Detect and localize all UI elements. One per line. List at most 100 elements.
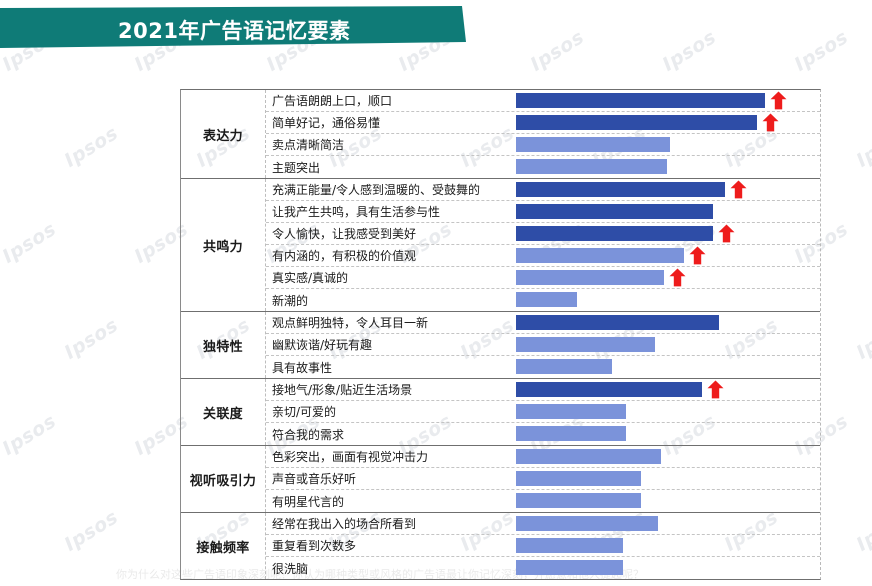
attributes-table: 表达力 广告语朗朗上口，顺口 简单好记，通俗易懂 卖点清晰简洁主题突出 共鸣力 充满正能量… <box>180 89 821 580</box>
bar-cell <box>516 90 820 112</box>
attribute-label: 令人愉快，让我感受到美好 <box>272 227 417 241</box>
bar-light <box>516 560 623 575</box>
watermark-text: Ipsos <box>0 218 61 268</box>
bar-cell <box>516 423 820 445</box>
attribute-label: 接地气/形象/贴近生活场景 <box>272 383 413 397</box>
watermark-text: Ipsos <box>852 122 872 172</box>
table-row: 接地气/形象/贴近生活场景 <box>266 379 820 401</box>
table-row: 让我产生共鸣，具有生活参与性 <box>266 201 820 223</box>
bar-light <box>516 159 667 174</box>
attribute-label: 广告语朗朗上口，顺口 <box>272 94 393 108</box>
table-row: 符合我的需求 <box>266 423 820 445</box>
attribute-group: 视听吸引力 色彩突出，画面有视觉冲击力 声音或音乐好听 有明星代言的 <box>181 446 820 513</box>
attribute-label: 充满正能量/令人感到温暖的、受鼓舞的 <box>272 183 481 197</box>
watermark-text: Ipsos <box>60 506 123 556</box>
watermark-text: Ipsos <box>60 314 123 364</box>
table-row: 幽默诙谐/好玩有趣 <box>266 334 820 356</box>
watermark-text: Ipsos <box>658 26 721 76</box>
group-rows: 经常在我出入的场合所看到 重复看到次数多 很洗脑 <box>266 513 820 579</box>
bar-cell <box>516 513 820 535</box>
group-rows: 接地气/形象/贴近生活场景 亲切/可爱的 符合我的需求 <box>266 379 820 445</box>
attribute-label: 有明星代言的 <box>272 494 345 509</box>
attribute-label: 声音或音乐好听 <box>272 472 357 486</box>
banner-shape <box>0 6 466 48</box>
bar-cell <box>516 356 820 378</box>
increase-arrow-icon <box>730 180 747 199</box>
table-row: 令人愉快，让我感受到美好 <box>266 223 820 245</box>
table-row: 新潮的 <box>266 289 820 311</box>
attribute-label: 真实感/真诚的 <box>272 271 349 285</box>
watermark-text: Ipsos <box>0 410 61 460</box>
bar-light <box>516 136 670 152</box>
watermark-text: Ipsos <box>526 26 589 76</box>
bar-cell <box>516 379 820 401</box>
bar-cell <box>516 446 820 468</box>
bar-cell <box>516 557 820 579</box>
group-rows: 广告语朗朗上口，顺口 简单好记，通俗易懂 卖点清晰简洁主题突出 <box>266 90 820 178</box>
watermark-text: Ipsos <box>60 122 123 172</box>
bar-cell <box>516 245 820 267</box>
attribute-group: 关联度 接地气/形象/贴近生活场景 亲切/可爱的 符合我的需求 <box>181 379 820 446</box>
bar-light <box>516 269 664 285</box>
bar-light <box>516 403 626 419</box>
attribute-label: 简单好记，通俗易懂 <box>272 116 381 130</box>
bar-cell <box>516 156 820 178</box>
table-row: 充满正能量/令人感到温暖的、受鼓舞的 <box>266 179 820 201</box>
bar-cell <box>516 468 820 490</box>
group-label-4: 关联度 <box>181 379 266 445</box>
bar-dark <box>516 181 725 197</box>
table-row: 主题突出 <box>266 156 820 178</box>
bar-cell <box>516 490 820 512</box>
group-rows: 色彩突出，画面有视觉冲击力声音或音乐好听 有明星代言的 <box>266 446 820 512</box>
table-row: 色彩突出，画面有视觉冲击力 <box>266 446 820 468</box>
attribute-label: 幽默诙谐/好玩有趣 <box>272 338 373 352</box>
attribute-label: 新潮的 <box>272 293 309 308</box>
table-row: 卖点清晰简洁 <box>266 134 820 156</box>
bar-dark <box>516 203 713 219</box>
bar-light <box>516 537 623 553</box>
bar-light <box>516 426 626 441</box>
attribute-group: 独特性 观点鲜明独特，令人耳目一新 幽默诙谐/好玩有趣 具有故事性 <box>181 312 820 379</box>
table-row: 具有故事性 <box>266 356 820 378</box>
bar-cell <box>516 401 820 423</box>
watermark-text: Ipsos <box>790 26 853 76</box>
group-label-3: 独特性 <box>181 312 266 378</box>
watermark-text: Ipsos <box>852 506 872 556</box>
bar-light <box>516 515 658 531</box>
bar-cell <box>516 179 820 201</box>
bar-cell <box>516 267 820 289</box>
table-row: 简单好记，通俗易懂 <box>266 112 820 134</box>
bar-dark <box>516 225 713 241</box>
table-row: 有明星代言的 <box>266 490 820 512</box>
bar-light <box>516 292 577 307</box>
bar-light <box>516 247 684 263</box>
bar-light <box>516 359 612 374</box>
title-banner: 2021年广告语记忆要素 <box>0 6 470 48</box>
table-row: 有内涵的，有积极的价值观 <box>266 245 820 267</box>
bar-dark <box>516 114 757 130</box>
bar-cell <box>516 312 820 334</box>
group-rows: 充满正能量/令人感到温暖的、受鼓舞的让我产生共鸣，具有生活参与性令人愉快，让我感… <box>266 179 820 311</box>
attribute-label: 符合我的需求 <box>272 427 345 442</box>
bar-cell <box>516 112 820 134</box>
group-label-6: 接触频率 <box>181 513 266 579</box>
bar-cell <box>516 334 820 356</box>
table-row: 广告语朗朗上口，顺口 <box>266 90 820 112</box>
bar-light <box>516 470 641 486</box>
group-label-2: 共鸣力 <box>181 179 266 311</box>
page-title: 2021年广告语记忆要素 <box>118 19 351 43</box>
table-row: 很洗脑 <box>266 557 820 579</box>
bar-cell <box>516 223 820 245</box>
attribute-label: 具有故事性 <box>272 360 333 375</box>
increase-arrow-icon <box>718 224 735 243</box>
footer-question-note: 你为什么对这些广告语印象深刻呢？你认为哪种类型或风格的广告语最让你记忆深刻，并愿… <box>116 568 644 581</box>
bar-cell <box>516 201 820 223</box>
group-label-1: 表达力 <box>181 90 266 178</box>
bar-cell <box>516 289 820 311</box>
increase-arrow-icon <box>689 246 706 265</box>
attribute-label: 卖点清晰简洁 <box>272 138 345 152</box>
table-row: 声音或音乐好听 <box>266 468 820 490</box>
table-row: 重复看到次数多 <box>266 535 820 557</box>
table-row: 真实感/真诚的 <box>266 267 820 289</box>
